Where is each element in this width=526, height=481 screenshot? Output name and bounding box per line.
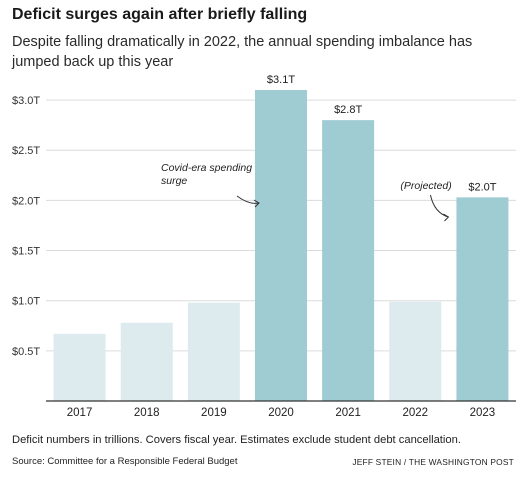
- x-tick-label: 2018: [134, 407, 160, 419]
- x-tick-label: 2020: [268, 407, 294, 419]
- chart-subtitle: Despite falling dramatically in 2022, th…: [12, 34, 473, 70]
- annotation-arrow: [236, 195, 260, 204]
- annotation-arrow-group: [429, 194, 450, 222]
- y-tick-label: $0.5T: [12, 346, 40, 358]
- bar: [389, 301, 442, 401]
- y-tick-label: $2.0T: [12, 195, 40, 207]
- bar-value-label: $3.1T: [267, 74, 295, 86]
- annotation-arrow: [429, 194, 449, 218]
- annotation-text: (Projected): [400, 180, 451, 192]
- x-tick-label: 2023: [470, 407, 496, 419]
- y-tick-label: $3.0T: [12, 95, 40, 107]
- x-tick-label: 2021: [335, 407, 361, 419]
- x-tick-label: 2022: [402, 407, 428, 419]
- source-line: Source: Committee for a Responsible Fede…: [12, 456, 238, 467]
- annotation-line: (Projected): [400, 180, 451, 192]
- annotation-arrow-group: [236, 195, 260, 208]
- bar-value-label: $2.0T: [468, 181, 496, 193]
- annotation-text: Covid-era spending surge: [161, 162, 252, 187]
- bar: [187, 302, 240, 401]
- y-tick-label: $2.5T: [12, 145, 40, 157]
- footnote: Deficit numbers in trillions. Covers fis…: [12, 434, 461, 446]
- chart-title: Deficit surges again after briefly falli…: [12, 6, 308, 23]
- bar: [456, 197, 509, 401]
- y-tick-label: $1.5T: [12, 246, 40, 258]
- bar: [53, 333, 106, 401]
- credit-line: JEFF STEIN / THE WASHINGTON POST: [352, 457, 514, 467]
- bar: [120, 322, 173, 401]
- annotation-arrowhead: [253, 199, 260, 208]
- bar: [255, 90, 307, 401]
- annotation-line: Covid-era spending: [161, 162, 252, 174]
- bar: [322, 120, 375, 401]
- annotation-arrowhead: [443, 213, 450, 222]
- annotation-line: surge: [161, 175, 187, 187]
- y-tick-label: $1.0T: [12, 296, 40, 308]
- bar-chart: $0.5T $1.0T $1.5T $2.0T $2.5T $3.0T 2017 2018 20…: [12, 74, 516, 419]
- x-tick-label: 2019: [201, 407, 227, 419]
- bar-value-label: $2.8T: [334, 104, 362, 116]
- x-tick-label: 2017: [67, 407, 93, 419]
